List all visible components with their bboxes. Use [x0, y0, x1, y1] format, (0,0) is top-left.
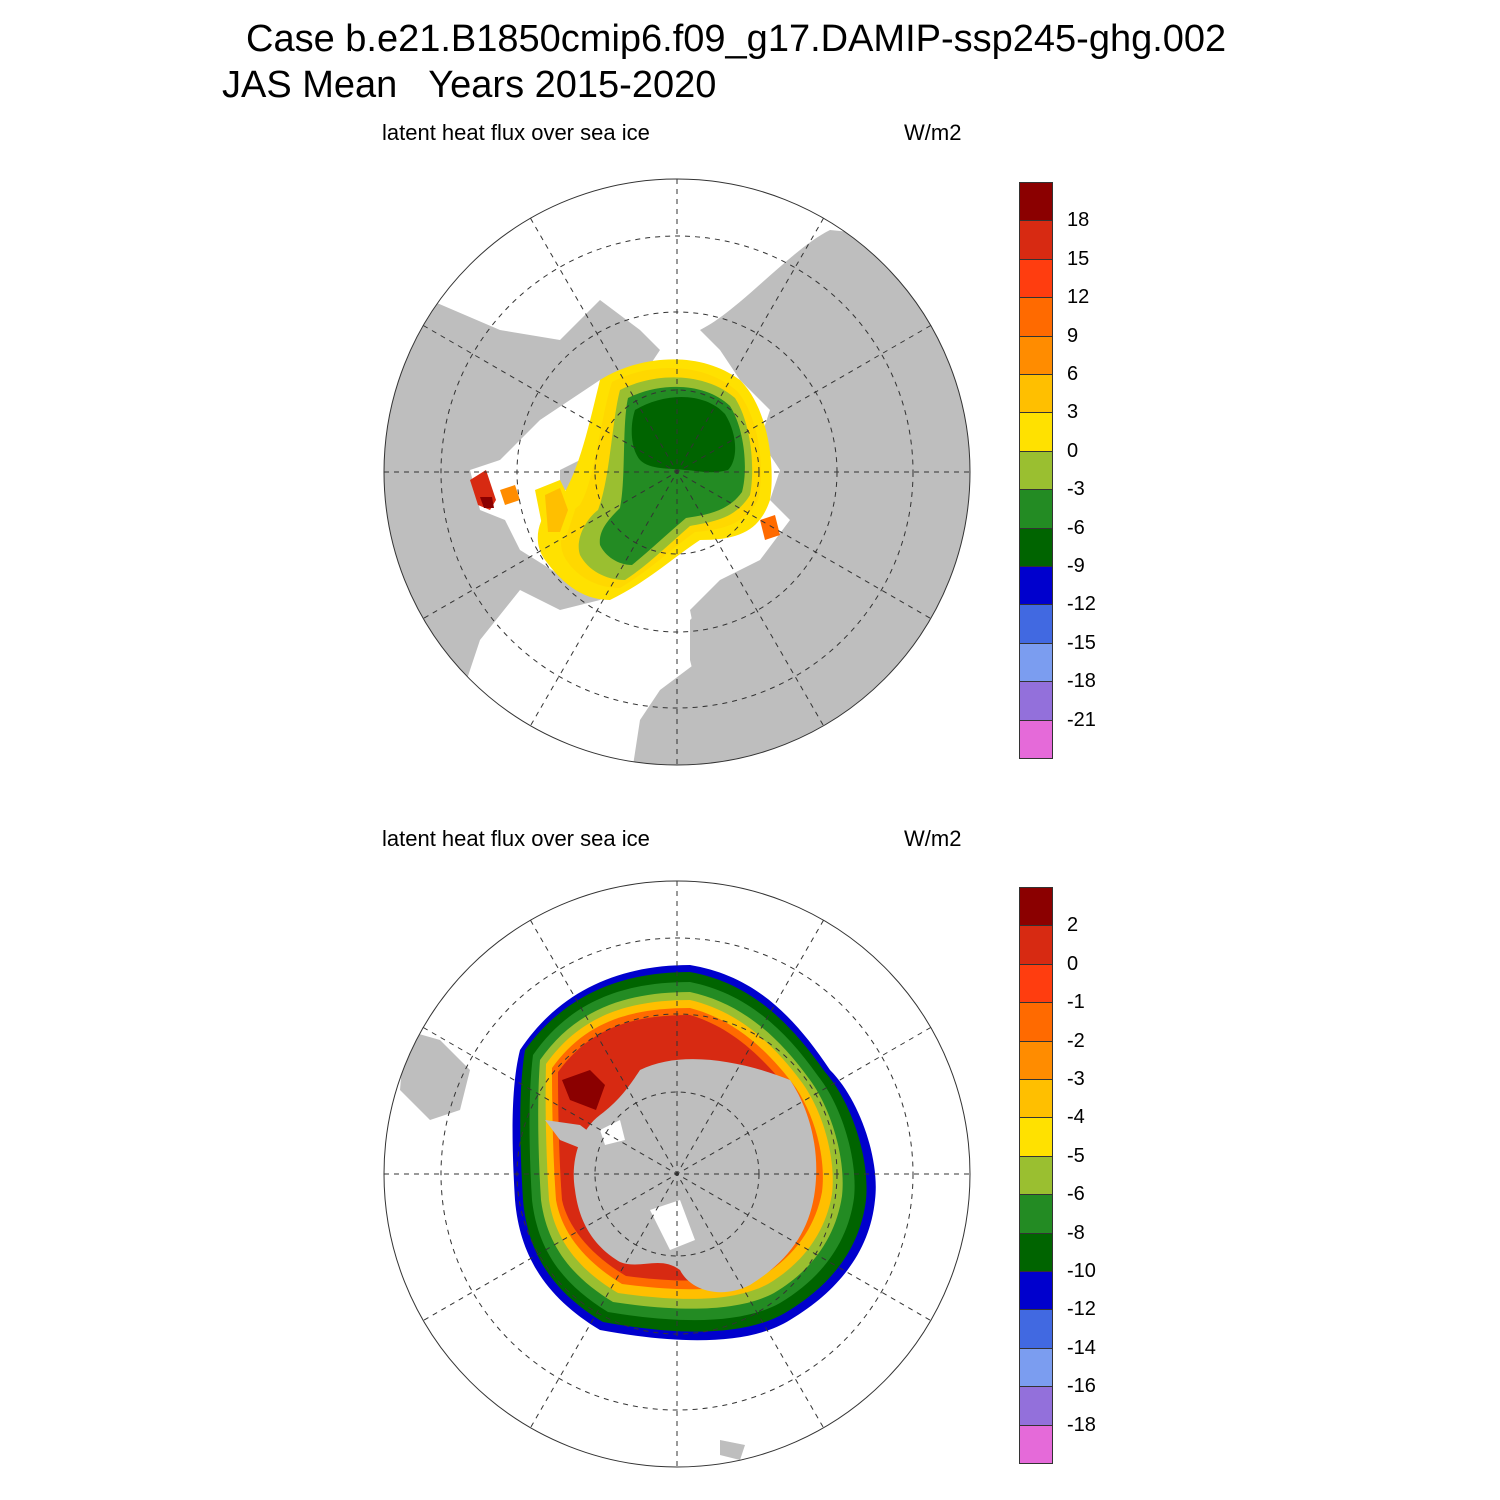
- north-colorbar: 18 15 12 9 6 3 0 -3 -6 -9 -12 -15 -18 -21: [1019, 182, 1119, 759]
- north-colorbar-swatch: [1019, 297, 1053, 337]
- south-colorbar-label: -1: [1067, 991, 1085, 1014]
- north-colorbar-label: -6: [1067, 516, 1085, 539]
- north-colorbar-label: -21: [1067, 708, 1096, 731]
- panel-north-units: W/m2: [904, 120, 962, 145]
- north-map-border: [383, 178, 971, 766]
- panel-north-title: latent heat flux over sea ice: [382, 120, 650, 145]
- south-land: [573, 1059, 817, 1293]
- north-sea-ice: [535, 359, 780, 600]
- figure-title: Case b.e21.B1850cmip6.f09_g17.DAMIP-ssp2…: [246, 18, 1227, 60]
- panel-south-title: latent heat flux over sea ice: [382, 826, 650, 851]
- south-colorbar-swatch: [1019, 1117, 1053, 1157]
- north-colorbar-label: 6: [1067, 363, 1079, 385]
- north-colorbar-label: 18: [1067, 209, 1090, 232]
- south-colorbar-swatch: [1019, 925, 1053, 965]
- north-colorbar-swatch: [1019, 527, 1053, 567]
- south-colorbar-swatch: [1019, 1194, 1053, 1234]
- south-colorbar-label: 0: [1067, 952, 1079, 975]
- south-colorbar-swatch: [1019, 1271, 1053, 1311]
- south-colorbar-swatch: [1019, 963, 1053, 1004]
- north-colorbar-label: 0: [1067, 439, 1079, 462]
- north-colorbar-label: -9: [1067, 555, 1085, 577]
- north-colorbar-swatch: [1019, 566, 1053, 606]
- south-colorbar-label: -16: [1067, 1375, 1096, 1398]
- north-colorbar-swatch: [1019, 681, 1053, 721]
- north-polar-map: [383, 178, 971, 766]
- north-colorbar-swatch: [1019, 335, 1053, 375]
- north-graticule: [384, 179, 970, 765]
- north-colorbar-label: 9: [1067, 324, 1079, 347]
- panel-south-units: W/m2: [904, 826, 962, 851]
- north-colorbar-label: -15: [1067, 631, 1096, 654]
- north-colorbar-swatch: [1019, 412, 1053, 452]
- north-colorbar-label: 3: [1067, 401, 1079, 424]
- south-colorbar-label: -10: [1067, 1260, 1096, 1282]
- south-colorbar-label: -6: [1067, 1183, 1085, 1206]
- south-graticule: [384, 881, 970, 1467]
- figure-subtitle: JAS Mean Years 2015-2020: [222, 64, 717, 106]
- south-colorbar-swatch: [1019, 1347, 1053, 1388]
- north-colorbar-swatch: [1019, 182, 1053, 222]
- south-colorbar-label: -12: [1067, 1298, 1096, 1321]
- north-colorbar-swatch: [1019, 220, 1053, 260]
- south-colorbar-swatch: [1019, 1040, 1053, 1080]
- south-colorbar-label: -18: [1067, 1413, 1096, 1436]
- north-colorbar-label: -12: [1067, 593, 1096, 616]
- south-colorbar-label: -2: [1067, 1029, 1085, 1052]
- south-colorbar-swatch: [1019, 1424, 1053, 1464]
- north-colorbar-label: 12: [1067, 286, 1090, 309]
- north-colorbar-swatch: [1019, 604, 1053, 644]
- north-colorbar-label: -3: [1067, 478, 1085, 501]
- north-colorbar-swatch: [1019, 450, 1053, 491]
- south-colorbar: 2 0 -1 -2 -3 -4 -5 -6 -8 -10 -12 -14 -16 -18: [1019, 887, 1119, 1464]
- south-colorbar-swatch: [1019, 1232, 1053, 1272]
- south-colorbar-label: -5: [1067, 1144, 1085, 1167]
- south-colorbar-swatch: [1019, 1386, 1053, 1426]
- north-colorbar-swatch: [1019, 258, 1053, 299]
- south-colorbar-swatch: [1019, 1309, 1053, 1349]
- south-colorbar-label: -4: [1067, 1106, 1085, 1129]
- south-colorbar-label: -8: [1067, 1221, 1085, 1244]
- south-colorbar-swatch: [1019, 887, 1053, 927]
- south-map-border: [383, 880, 971, 1468]
- south-colorbar-label: 2: [1067, 914, 1079, 937]
- south-colorbar-label: -3: [1067, 1068, 1085, 1090]
- north-colorbar-swatch: [1019, 374, 1053, 414]
- south-colorbar-label: -14: [1067, 1336, 1096, 1359]
- south-colorbar-swatch: [1019, 1002, 1053, 1042]
- south-polar-map: [383, 880, 971, 1468]
- north-colorbar-label: -18: [1067, 670, 1096, 693]
- north-colorbar-label: 15: [1067, 247, 1090, 270]
- north-colorbar-swatch: [1019, 642, 1053, 683]
- north-colorbar-swatch: [1019, 489, 1053, 529]
- south-colorbar-swatch: [1019, 1079, 1053, 1119]
- north-colorbar-swatch: [1019, 719, 1053, 759]
- south-colorbar-swatch: [1019, 1155, 1053, 1196]
